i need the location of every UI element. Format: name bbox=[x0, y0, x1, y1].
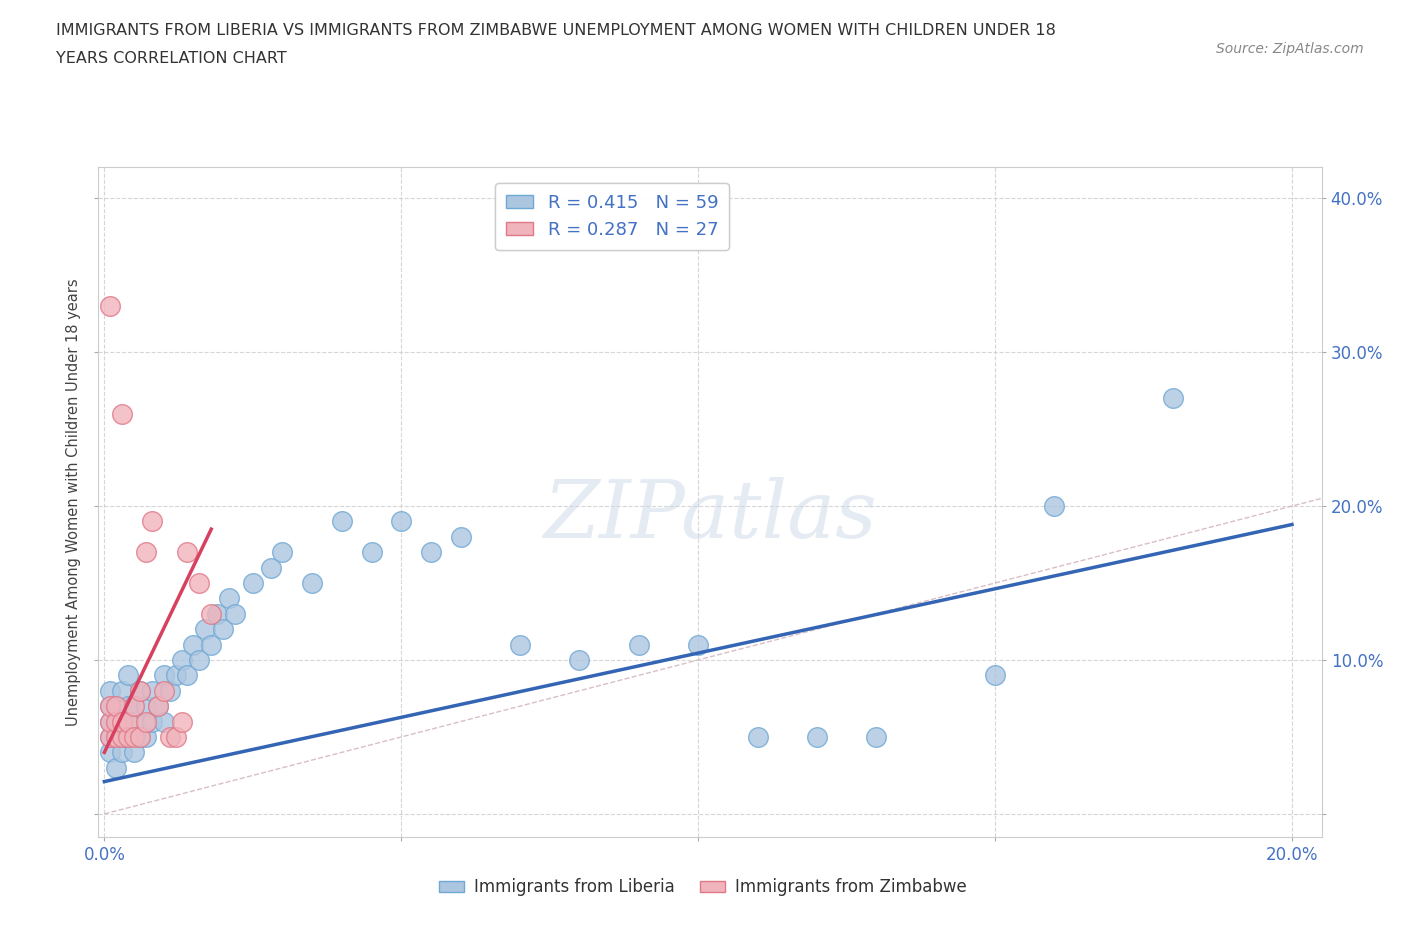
Point bbox=[330, 514, 353, 529]
Point bbox=[224, 606, 246, 621]
Point bbox=[688, 637, 710, 652]
Point bbox=[98, 714, 121, 729]
Point bbox=[152, 684, 174, 698]
Point bbox=[98, 684, 121, 698]
Point bbox=[420, 545, 443, 560]
Point bbox=[117, 668, 139, 683]
Point bbox=[176, 668, 198, 683]
Point bbox=[129, 684, 152, 698]
Point bbox=[122, 698, 145, 713]
Point bbox=[135, 714, 157, 729]
Text: IMMIGRANTS FROM LIBERIA VS IMMIGRANTS FROM ZIMBABWE UNEMPLOYMENT AMONG WOMEN WIT: IMMIGRANTS FROM LIBERIA VS IMMIGRANTS FR… bbox=[56, 23, 1056, 38]
Point bbox=[117, 729, 139, 744]
Point bbox=[389, 514, 412, 529]
Point bbox=[141, 684, 163, 698]
Point bbox=[105, 714, 128, 729]
Point bbox=[146, 698, 169, 713]
Point bbox=[98, 698, 121, 713]
Point bbox=[170, 653, 193, 668]
Point bbox=[450, 529, 472, 544]
Point bbox=[188, 653, 211, 668]
Point bbox=[200, 637, 222, 652]
Point bbox=[111, 729, 134, 744]
Point bbox=[117, 698, 139, 713]
Point bbox=[105, 761, 128, 776]
Point bbox=[242, 576, 264, 591]
Point bbox=[122, 745, 145, 760]
Point bbox=[159, 684, 181, 698]
Point bbox=[117, 714, 139, 729]
Point bbox=[271, 545, 294, 560]
Point bbox=[122, 714, 145, 729]
Point bbox=[865, 729, 887, 744]
Point bbox=[360, 545, 382, 560]
Point bbox=[200, 606, 222, 621]
Point bbox=[135, 698, 157, 713]
Point bbox=[98, 729, 121, 744]
Legend: Immigrants from Liberia, Immigrants from Zimbabwe: Immigrants from Liberia, Immigrants from… bbox=[433, 871, 973, 903]
Point bbox=[1043, 498, 1066, 513]
Point bbox=[176, 545, 198, 560]
Point bbox=[105, 714, 128, 729]
Point bbox=[122, 729, 145, 744]
Point bbox=[129, 729, 152, 744]
Point bbox=[159, 729, 181, 744]
Point bbox=[568, 653, 591, 668]
Point bbox=[111, 714, 134, 729]
Point bbox=[135, 545, 157, 560]
Point bbox=[105, 698, 128, 713]
Point bbox=[146, 698, 169, 713]
Point bbox=[111, 684, 134, 698]
Point bbox=[111, 406, 134, 421]
Point bbox=[259, 560, 281, 575]
Point bbox=[105, 729, 128, 744]
Point bbox=[129, 729, 152, 744]
Text: Source: ZipAtlas.com: Source: ZipAtlas.com bbox=[1216, 42, 1364, 56]
Point bbox=[165, 729, 187, 744]
Point bbox=[117, 729, 139, 744]
Point bbox=[183, 637, 205, 652]
Point bbox=[111, 729, 134, 744]
Point bbox=[806, 729, 828, 744]
Point bbox=[301, 576, 323, 591]
Point bbox=[98, 729, 121, 744]
Point bbox=[747, 729, 769, 744]
Point bbox=[129, 684, 152, 698]
Text: YEARS CORRELATION CHART: YEARS CORRELATION CHART bbox=[56, 51, 287, 66]
Point bbox=[509, 637, 531, 652]
Point bbox=[105, 698, 128, 713]
Point bbox=[98, 745, 121, 760]
Point bbox=[111, 745, 134, 760]
Point bbox=[122, 698, 145, 713]
Point bbox=[141, 714, 163, 729]
Text: ZIPatlas: ZIPatlas bbox=[543, 477, 877, 554]
Point bbox=[188, 576, 211, 591]
Point bbox=[170, 714, 193, 729]
Point bbox=[111, 714, 134, 729]
Point bbox=[98, 714, 121, 729]
Point bbox=[152, 714, 174, 729]
Point bbox=[218, 591, 240, 605]
Point bbox=[141, 514, 163, 529]
Point bbox=[135, 729, 157, 744]
Y-axis label: Unemployment Among Women with Children Under 18 years: Unemployment Among Women with Children U… bbox=[66, 278, 82, 726]
Point bbox=[205, 606, 228, 621]
Point bbox=[212, 622, 235, 637]
Point bbox=[627, 637, 650, 652]
Point bbox=[984, 668, 1007, 683]
Point bbox=[194, 622, 217, 637]
Point bbox=[152, 668, 174, 683]
Point bbox=[1161, 391, 1184, 405]
Point bbox=[98, 299, 121, 313]
Point bbox=[98, 698, 121, 713]
Point bbox=[105, 729, 128, 744]
Legend: R = 0.415   N = 59, R = 0.287   N = 27: R = 0.415 N = 59, R = 0.287 N = 27 bbox=[495, 183, 730, 250]
Point bbox=[165, 668, 187, 683]
